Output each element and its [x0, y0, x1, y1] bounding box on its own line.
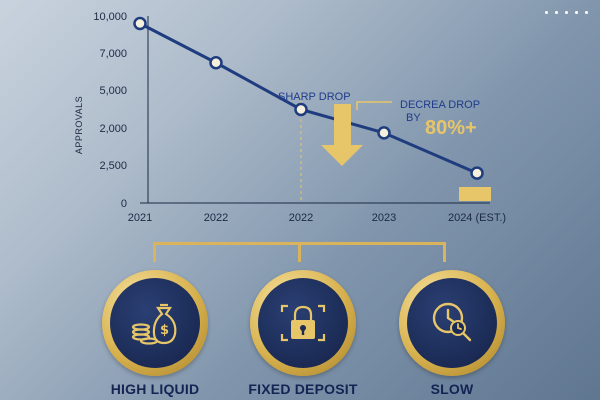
approvals-chart: 10,000 7,000 5,000 2,000 2,500 0 2021 2022 2022… [74, 11, 506, 224]
badge-label-fixed-deposit: FIXED DEPOSIT [248, 381, 358, 397]
annotation-percent: 80%+ [425, 117, 477, 139]
y-tick-label: 2,000 [99, 123, 127, 135]
callout-bracket [356, 101, 392, 110]
badge-fixed-deposit [250, 270, 356, 376]
data-point [294, 102, 308, 117]
data-point [470, 166, 484, 180]
annotation-sharp-drop: SHARP DROP [278, 91, 351, 103]
x-tick-label: 2023 [372, 212, 396, 224]
y-axis-label: APPROVALS [74, 96, 84, 154]
badge-slow [399, 270, 505, 376]
series-points [133, 16, 484, 180]
search-clock-icon [432, 302, 472, 342]
x-tick-label: 2022 [289, 212, 313, 224]
y-tick-label: 0 [121, 198, 127, 210]
x-tick-label: 2024 (EST.) [448, 212, 506, 224]
annotation-by: BY [406, 112, 421, 124]
badge-label-high-liquid: HIGH LIQUID [110, 381, 200, 397]
data-point [209, 56, 223, 70]
y-tick-label: 5,000 [99, 85, 127, 97]
category-bracket [153, 242, 446, 262]
y-tick-label: 7,000 [99, 48, 127, 60]
y-axis-ticks: 10,000 7,000 5,000 2,000 2,500 0 [93, 11, 127, 210]
svg-text:$: $ [160, 323, 169, 338]
decorative-dots [545, 11, 588, 14]
x-axis-ticks: 2021 2022 2022 2023 2024 (EST.) [128, 212, 506, 224]
estimate-bar [459, 187, 491, 201]
badge-label-slow: SLOW [430, 381, 474, 397]
badge-high-liquid: $ [102, 270, 208, 376]
y-tick-label: 10,000 [93, 11, 127, 23]
data-point [133, 16, 147, 31]
down-arrow-icon [321, 104, 363, 166]
y-tick-label: 2,500 [99, 160, 127, 172]
x-tick-label: 2021 [128, 212, 152, 224]
lock-icon [280, 304, 326, 342]
annotation-decrease: DECREA DROP [400, 99, 480, 111]
money-bag-icon: $ [131, 303, 177, 345]
data-point [377, 126, 391, 140]
x-tick-label: 2022 [204, 212, 228, 224]
